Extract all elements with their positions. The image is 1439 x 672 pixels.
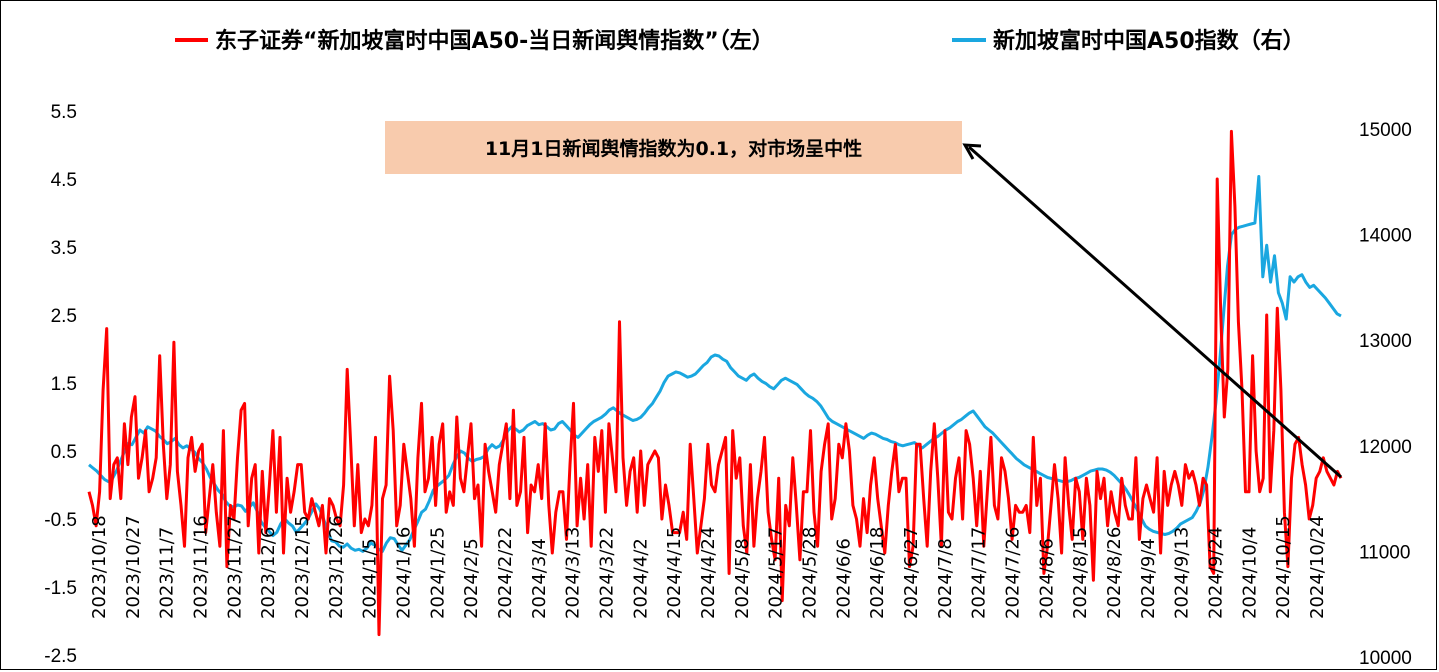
left-tick-label: -1.5 bbox=[44, 578, 77, 599]
x-tick-label: 2024/1/5 bbox=[360, 538, 381, 619]
x-tick-label: 2024/1/16 bbox=[394, 527, 415, 619]
x-tick-label: 2024/10/4 bbox=[1239, 527, 1260, 619]
x-tick-label: 2024/9/13 bbox=[1172, 527, 1193, 619]
x-tick-label: 2024/7/17 bbox=[969, 527, 990, 619]
x-tick-label: 2023/10/27 bbox=[123, 515, 144, 619]
x-tick-label: 2024/8/15 bbox=[1070, 527, 1091, 619]
x-tick-label: 2023/11/27 bbox=[224, 515, 245, 619]
x-tick-label: 2024/2/5 bbox=[461, 538, 482, 619]
x-tick-label: 2023/12/15 bbox=[292, 515, 313, 619]
x-tick-label: 2023/12/26 bbox=[326, 515, 347, 619]
right-tick-label: 11000 bbox=[1359, 542, 1410, 563]
x-tick-label: 2023/12/6 bbox=[258, 527, 279, 619]
series-line-sentiment bbox=[87, 129, 1343, 637]
x-tick-label: 2024/2/22 bbox=[495, 527, 516, 619]
right-tick-label: 15000 bbox=[1359, 120, 1412, 141]
x-tick-label: 2024/10/15 bbox=[1273, 515, 1294, 619]
x-tick-label: 2024/3/22 bbox=[597, 527, 618, 619]
x-tick-label: 2024/1/25 bbox=[427, 527, 448, 619]
x-tick-label: 2024/8/26 bbox=[1104, 527, 1125, 619]
left-axis-ticks: -2.5 -1.5 -0.5 0.5 1.5 2.5 3.5 4.5 5.5 bbox=[44, 102, 77, 667]
x-tick-label: 2024/3/4 bbox=[529, 538, 550, 619]
x-tick-label: 2024/5/28 bbox=[800, 527, 821, 619]
x-tick-label: 2024/4/15 bbox=[664, 527, 685, 619]
series-lines bbox=[87, 129, 1343, 637]
left-tick-label: 4.5 bbox=[51, 170, 77, 191]
annotation-arrow bbox=[962, 143, 1342, 479]
left-tick-label: 0.5 bbox=[51, 442, 77, 463]
right-tick-label: 12000 bbox=[1359, 437, 1412, 458]
x-tick-label: 2023/11/16 bbox=[191, 515, 212, 619]
x-tick-label: 2024/4/2 bbox=[630, 538, 651, 619]
x-tick-label: 2024/6/27 bbox=[901, 527, 922, 619]
x-tick-label: 2023/11/7 bbox=[157, 527, 178, 619]
legend: 东子证券“新加坡富时中国A50-当日新闻舆情指数”（左） 新加坡富时中国A50指… bbox=[175, 28, 1305, 54]
x-tick-label: 2024/5/17 bbox=[766, 527, 787, 619]
legend-label-sentiment: 东子证券“新加坡富时中国A50-当日新闻舆情指数”（左） bbox=[215, 28, 774, 54]
left-tick-label: -2.5 bbox=[44, 646, 77, 667]
left-tick-label: 1.5 bbox=[51, 374, 77, 395]
x-tick-label: 2024/4/24 bbox=[698, 527, 719, 619]
left-tick-label: 5.5 bbox=[51, 102, 77, 123]
x-axis-ticks: 2023/10/18 2023/10/27 2023/11/7 2023/11/16 2… bbox=[89, 515, 1328, 619]
left-tick-label: -0.5 bbox=[44, 510, 77, 531]
x-tick-label: 2024/9/4 bbox=[1138, 538, 1159, 619]
right-tick-label: 13000 bbox=[1359, 331, 1412, 352]
x-tick-label: 2024/8/6 bbox=[1036, 538, 1057, 619]
x-tick-label: 2023/10/18 bbox=[89, 515, 110, 619]
left-tick-label: 3.5 bbox=[51, 238, 77, 259]
right-tick-label: 14000 bbox=[1359, 226, 1412, 247]
annotation-box: 11月1日新闻舆情指数为0.1，对市场呈中性 bbox=[385, 121, 962, 174]
right-axis-ticks: 10000 11000 12000 13000 14000 15000 bbox=[1359, 120, 1412, 669]
x-tick-label: 2024/3/13 bbox=[563, 527, 584, 619]
x-tick-label: 2024/6/18 bbox=[867, 527, 888, 619]
left-tick-label: 2.5 bbox=[51, 306, 77, 327]
right-tick-label: 10000 bbox=[1359, 648, 1412, 669]
x-tick-label: 2024/6/6 bbox=[833, 538, 854, 619]
x-tick-label: 2024/7/8 bbox=[935, 538, 956, 619]
legend-label-a50-index: 新加坡富时中国A50指数（右） bbox=[993, 28, 1305, 54]
x-tick-label: 2024/5/8 bbox=[732, 538, 753, 619]
x-tick-label: 2024/7/26 bbox=[1003, 527, 1024, 619]
x-tick-label: 2024/9/24 bbox=[1206, 527, 1227, 619]
x-tick-label: 2024/10/24 bbox=[1307, 515, 1328, 619]
